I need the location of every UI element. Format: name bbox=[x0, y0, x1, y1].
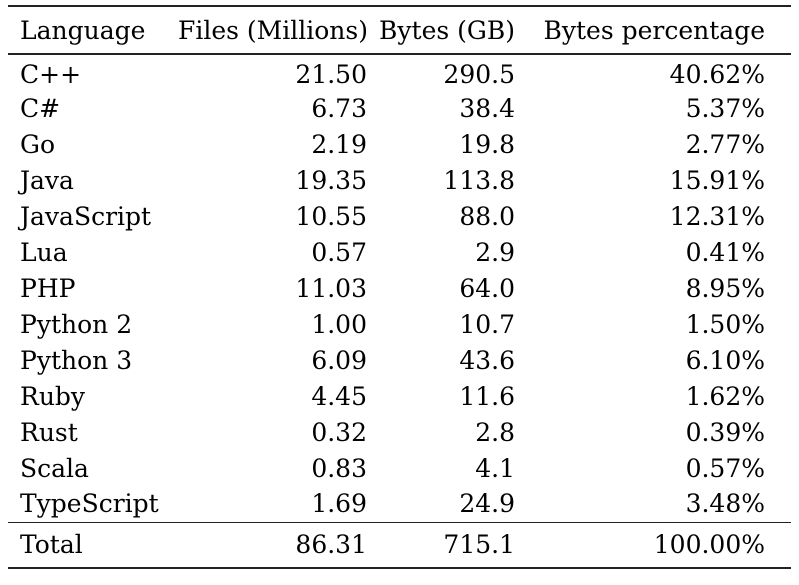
table-row: Rust 0.32 2.8 0.39% bbox=[8, 414, 791, 450]
table-row: TypeScript 1.69 24.9 3.48% bbox=[8, 486, 791, 522]
bytes-value-cell: 24.9 bbox=[459, 489, 515, 519]
total-bytes-percentage-value: 100.00% bbox=[515, 521, 791, 568]
table-row: Java 19.35 113.8 15.91% bbox=[8, 162, 791, 198]
table-row: Scala 0.83 4.1 0.57% bbox=[8, 450, 791, 486]
bytes-value-cell: 64.0 bbox=[459, 273, 515, 303]
bytes-percentage-cell: 40.62% bbox=[669, 59, 765, 89]
paper-table-figure: Language Files (Millions) Bytes (GB) Byt… bbox=[0, 5, 799, 569]
col-header-bytes-percentage: Bytes percentage bbox=[515, 6, 791, 55]
language-cell: Java bbox=[20, 165, 74, 195]
bytes-percentage-cell: 1.50% bbox=[685, 309, 765, 339]
bytes-value-cell: 19.8 bbox=[459, 129, 515, 159]
header-row: Language Files (Millions) Bytes (GB) Byt… bbox=[8, 6, 791, 55]
table-row: Go 2.19 19.8 2.77% bbox=[8, 126, 791, 162]
bytes-percentage-cell: 1.62% bbox=[685, 381, 765, 411]
bytes-percentage-cell: 8.95% bbox=[685, 273, 765, 303]
bytes-percentage-cell: 3.48% bbox=[685, 489, 765, 519]
col-header-language: Language bbox=[8, 6, 178, 55]
table-row: JavaScript 10.55 88.0 12.31% bbox=[8, 198, 791, 234]
language-cell: Python 3 bbox=[20, 345, 133, 375]
bytes-value-cell: 11.6 bbox=[459, 381, 515, 411]
bytes-value-cell: 38.4 bbox=[459, 93, 515, 123]
language-cell: Go bbox=[20, 129, 56, 159]
bytes-value-cell: 4.1 bbox=[475, 453, 515, 483]
table-body: C++ 21.50 290.5 40.62% C# 6.73 38.4 5.37% Go 2.19… bbox=[8, 54, 791, 522]
files-value-cell: 4.45 bbox=[311, 381, 367, 411]
bytes-percentage-cell: 5.37% bbox=[685, 93, 765, 123]
bytes-percentage-cell: 15.91% bbox=[669, 165, 765, 195]
bytes-value-cell: 113.8 bbox=[443, 165, 515, 195]
table-row: C++ 21.50 290.5 40.62% bbox=[8, 54, 791, 90]
language-cell: Rust bbox=[20, 417, 78, 447]
language-stats-table: Language Files (Millions) Bytes (GB) Byt… bbox=[8, 5, 791, 569]
files-value-cell: 0.32 bbox=[311, 417, 367, 447]
files-value-cell: 19.35 bbox=[295, 165, 367, 195]
files-value-cell: 0.83 bbox=[311, 453, 367, 483]
col-header-bytes-gb: Bytes (GB) bbox=[367, 6, 515, 55]
bytes-percentage-cell: 12.31% bbox=[669, 201, 765, 231]
bytes-value-cell: 10.7 bbox=[459, 309, 515, 339]
total-files-value: 86.31 bbox=[178, 521, 367, 568]
total-bytes-value: 715.1 bbox=[367, 521, 515, 568]
table-row: Python 2 1.00 10.7 1.50% bbox=[8, 306, 791, 342]
total-label: Total bbox=[8, 521, 178, 568]
language-cell: PHP bbox=[20, 273, 76, 303]
language-cell: TypeScript bbox=[20, 489, 159, 519]
table-row: C# 6.73 38.4 5.37% bbox=[8, 90, 791, 126]
language-cell: Lua bbox=[20, 237, 68, 267]
bytes-percentage-cell: 2.77% bbox=[685, 129, 765, 159]
bytes-percentage-cell: 0.57% bbox=[685, 453, 765, 483]
language-cell: JavaScript bbox=[20, 201, 152, 231]
bytes-value-cell: 2.9 bbox=[475, 237, 515, 267]
files-value-cell: 10.55 bbox=[295, 201, 367, 231]
files-value-cell: 21.50 bbox=[295, 59, 367, 89]
bytes-percentage-cell: 6.10% bbox=[685, 345, 765, 375]
bytes-value-cell: 43.6 bbox=[459, 345, 515, 375]
bytes-percentage-cell: 0.39% bbox=[685, 417, 765, 447]
bytes-value-cell: 88.0 bbox=[459, 201, 515, 231]
table-row: Ruby 4.45 11.6 1.62% bbox=[8, 378, 791, 414]
bytes-value-cell: 290.5 bbox=[443, 59, 515, 89]
bytes-percentage-cell: 0.41% bbox=[685, 237, 765, 267]
language-cell: Ruby bbox=[20, 381, 86, 411]
language-cell: C# bbox=[20, 93, 61, 123]
files-value-cell: 6.73 bbox=[311, 93, 367, 123]
files-value-cell: 11.03 bbox=[295, 273, 367, 303]
table-row: Lua 0.57 2.9 0.41% bbox=[8, 234, 791, 270]
language-cell: C++ bbox=[20, 59, 82, 89]
language-cell: Scala bbox=[20, 453, 89, 483]
total-row: Total 86.31 715.1 100.00% bbox=[8, 521, 791, 568]
files-value-cell: 6.09 bbox=[311, 345, 367, 375]
language-cell: Python 2 bbox=[20, 309, 133, 339]
files-value-cell: 2.19 bbox=[311, 129, 367, 159]
bytes-value-cell: 2.8 bbox=[475, 417, 515, 447]
table-row: Python 3 6.09 43.6 6.10% bbox=[8, 342, 791, 378]
files-value-cell: 0.57 bbox=[311, 237, 367, 267]
table-row: PHP 11.03 64.0 8.95% bbox=[8, 270, 791, 306]
files-value-cell: 1.00 bbox=[311, 309, 367, 339]
col-header-files-millions: Files (Millions) bbox=[178, 6, 367, 55]
files-value-cell: 1.69 bbox=[311, 489, 367, 519]
